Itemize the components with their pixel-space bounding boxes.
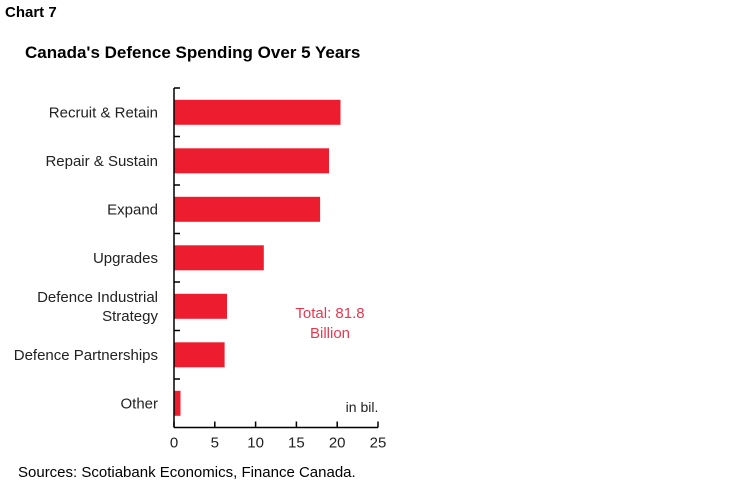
category-label-6: Other [120,395,158,412]
category-label-3: Upgrades [93,250,158,267]
bar-5 [174,342,225,368]
x-tick-label-4: 20 [329,435,346,452]
total-annotation: Total: 81.8 Billion [295,305,364,342]
category-label-1: Repair & Sustain [45,153,158,170]
category-label-2: Expand [107,201,158,218]
x-tick-label-3: 15 [288,435,305,452]
x-tick-label-1: 5 [211,435,219,452]
bar-2 [174,196,321,222]
bar-3 [174,245,264,271]
x-tick-label-0: 0 [170,435,178,452]
x-tick-label-2: 10 [247,435,264,452]
category-label-0: Recruit & Retain [49,104,158,121]
bar-6 [174,390,181,416]
bar-4 [174,293,227,319]
source-note: Sources: Scotiabank Economics, Finance C… [18,464,356,481]
category-label-5: Defence Partnerships [14,347,158,364]
unit-annotation: in bil. [346,399,379,415]
bar-0 [174,99,341,125]
category-label-4: Defence Industrial Strategy [37,289,158,325]
chart-title: Canada's Defence Spending Over 5 Years [25,43,361,62]
bar-1 [174,148,329,174]
x-tick-label-5: 25 [370,435,387,452]
chart-number: Chart 7 [5,4,57,21]
